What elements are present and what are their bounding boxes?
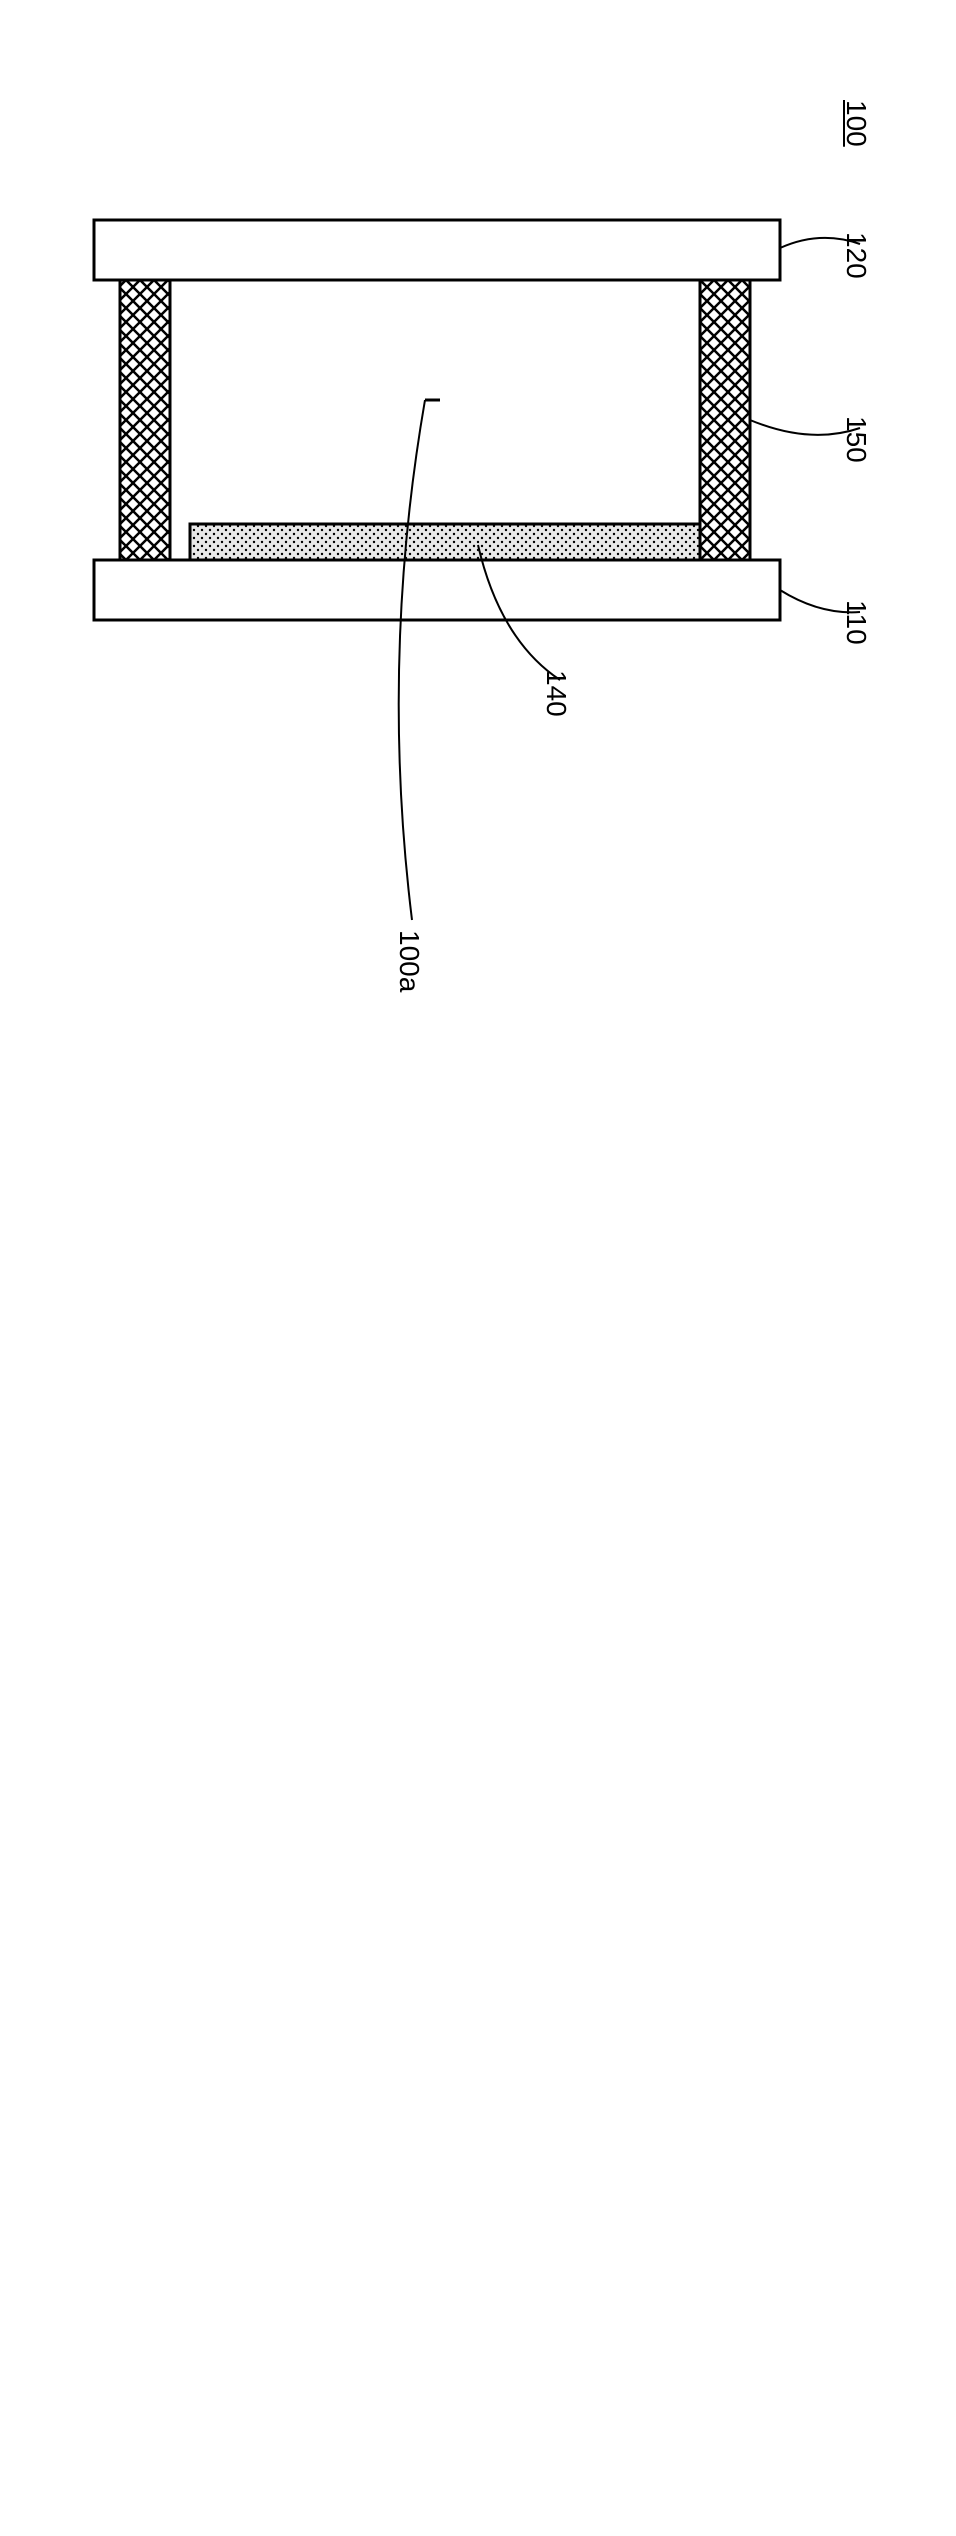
label-150: 150 [840, 416, 872, 463]
label-100a: 100a [393, 930, 425, 992]
label-140: 140 [540, 670, 572, 717]
label-110: 110 [840, 600, 872, 645]
diagram-container: 100 100a 120 150 140 110 [0, 0, 956, 2536]
diagram-svg [0, 0, 956, 2536]
label-120: 120 [840, 232, 872, 279]
label-title: 100 [840, 100, 872, 147]
